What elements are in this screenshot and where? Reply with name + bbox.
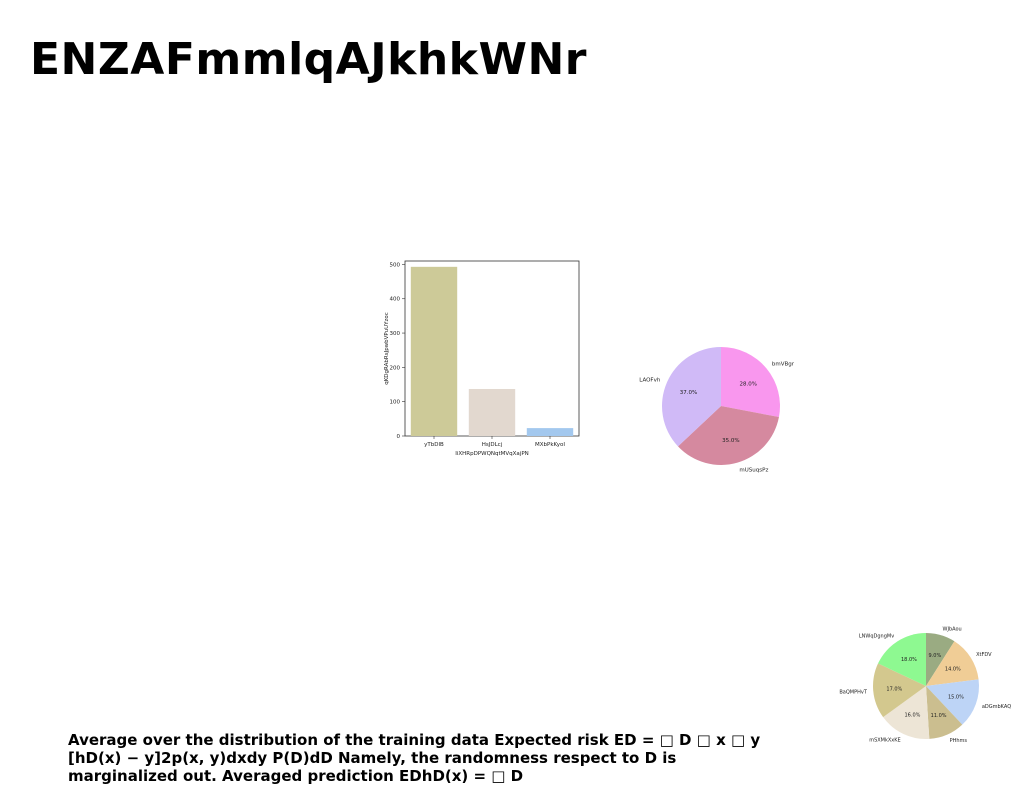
x-tick-label-2: MXbPkKyoI <box>535 442 565 448</box>
pie-percent-label-1: 35.0% <box>722 438 739 444</box>
bar-2 <box>526 428 574 436</box>
pie-percent-label-2: 37.0% <box>680 390 697 396</box>
y-tick-label-4: 400 <box>390 297 401 303</box>
pie-slice-1 <box>926 641 979 686</box>
y-tick-label-0: 0 <box>397 434 401 440</box>
pie-category-label-3: PHhms <box>950 738 968 744</box>
pie-percent-label-4: 16.0% <box>905 712 921 718</box>
pie-percent-label-1: 14.0% <box>945 667 961 673</box>
pie-slice-5 <box>873 663 926 718</box>
pie-category-label-4: mSXMkXxKE <box>869 737 901 743</box>
pie-slice-3 <box>926 686 963 739</box>
caption-text: Average over the distribution of the tra… <box>68 731 761 785</box>
x-tick-label-0: yTbDlB <box>424 442 444 448</box>
pie-percent-label-5: 17.0% <box>886 687 902 693</box>
pie-percent-label-6: 18.0% <box>901 657 917 663</box>
x-axis-label: IiXHRpDPWQNqtMVqXajPN <box>455 451 529 457</box>
pie-category-label-2: LAOFvh <box>639 378 661 384</box>
pie-slice-4 <box>883 686 930 739</box>
pie-slice-2 <box>926 679 979 725</box>
pie-chart-2: 9.0% WJbAou 14.0% XtFDV 15.0% aDGmbKAQ 11.0% PH… <box>839 627 1011 744</box>
pie-slice-0 <box>721 347 780 418</box>
pie-percent-label-2: 15.0% <box>948 694 964 700</box>
y-tick-label-5: 500 <box>390 262 401 268</box>
pie-chart-1: 28.0% bmVBgr 35.0% mUSuqsPz 37.0% LAOFvh <box>639 347 795 473</box>
pie-slice-1 <box>677 406 779 465</box>
pie-category-label-1: mUSuqsPz <box>739 467 768 473</box>
pie-category-label-2: aDGmbKAQ <box>982 704 1011 710</box>
pie-slice-6 <box>878 633 926 686</box>
bar-0 <box>410 266 458 436</box>
pie-category-label-0: bmVBgr <box>772 362 795 368</box>
bar-1 <box>468 388 516 436</box>
pie-percent-label-0: 9.0% <box>929 653 942 659</box>
pie-slice-0 <box>926 633 955 686</box>
pie-percent-label-0: 28.0% <box>740 381 757 387</box>
pie-category-label-5: BaQMPHvT <box>839 689 867 695</box>
page-title: ENZAFmmlqAJkhkWNr <box>30 34 587 85</box>
pie-percent-label-3: 11.0% <box>931 713 947 719</box>
y-tick-label-2: 200 <box>390 365 401 371</box>
y-tick-label-3: 300 <box>390 331 401 337</box>
x-tick-label-1: HsJDLcj <box>482 442 503 448</box>
bar-chart: 0 100 200 300 400 500 yTbDlB HsJDLcj MXbPkKyoI Ii… <box>384 260 580 457</box>
y-tick-label-1: 100 <box>390 400 401 406</box>
pie-category-label-0: WJbAou <box>943 627 962 633</box>
pie-slice-2 <box>662 347 721 447</box>
pie-category-label-1: XtFDV <box>976 652 992 658</box>
y-axis-label: qKDgRAbRsJpwbVPuUYzoc <box>384 312 390 385</box>
pie-category-label-6: LNWqDgngMv <box>859 634 894 640</box>
